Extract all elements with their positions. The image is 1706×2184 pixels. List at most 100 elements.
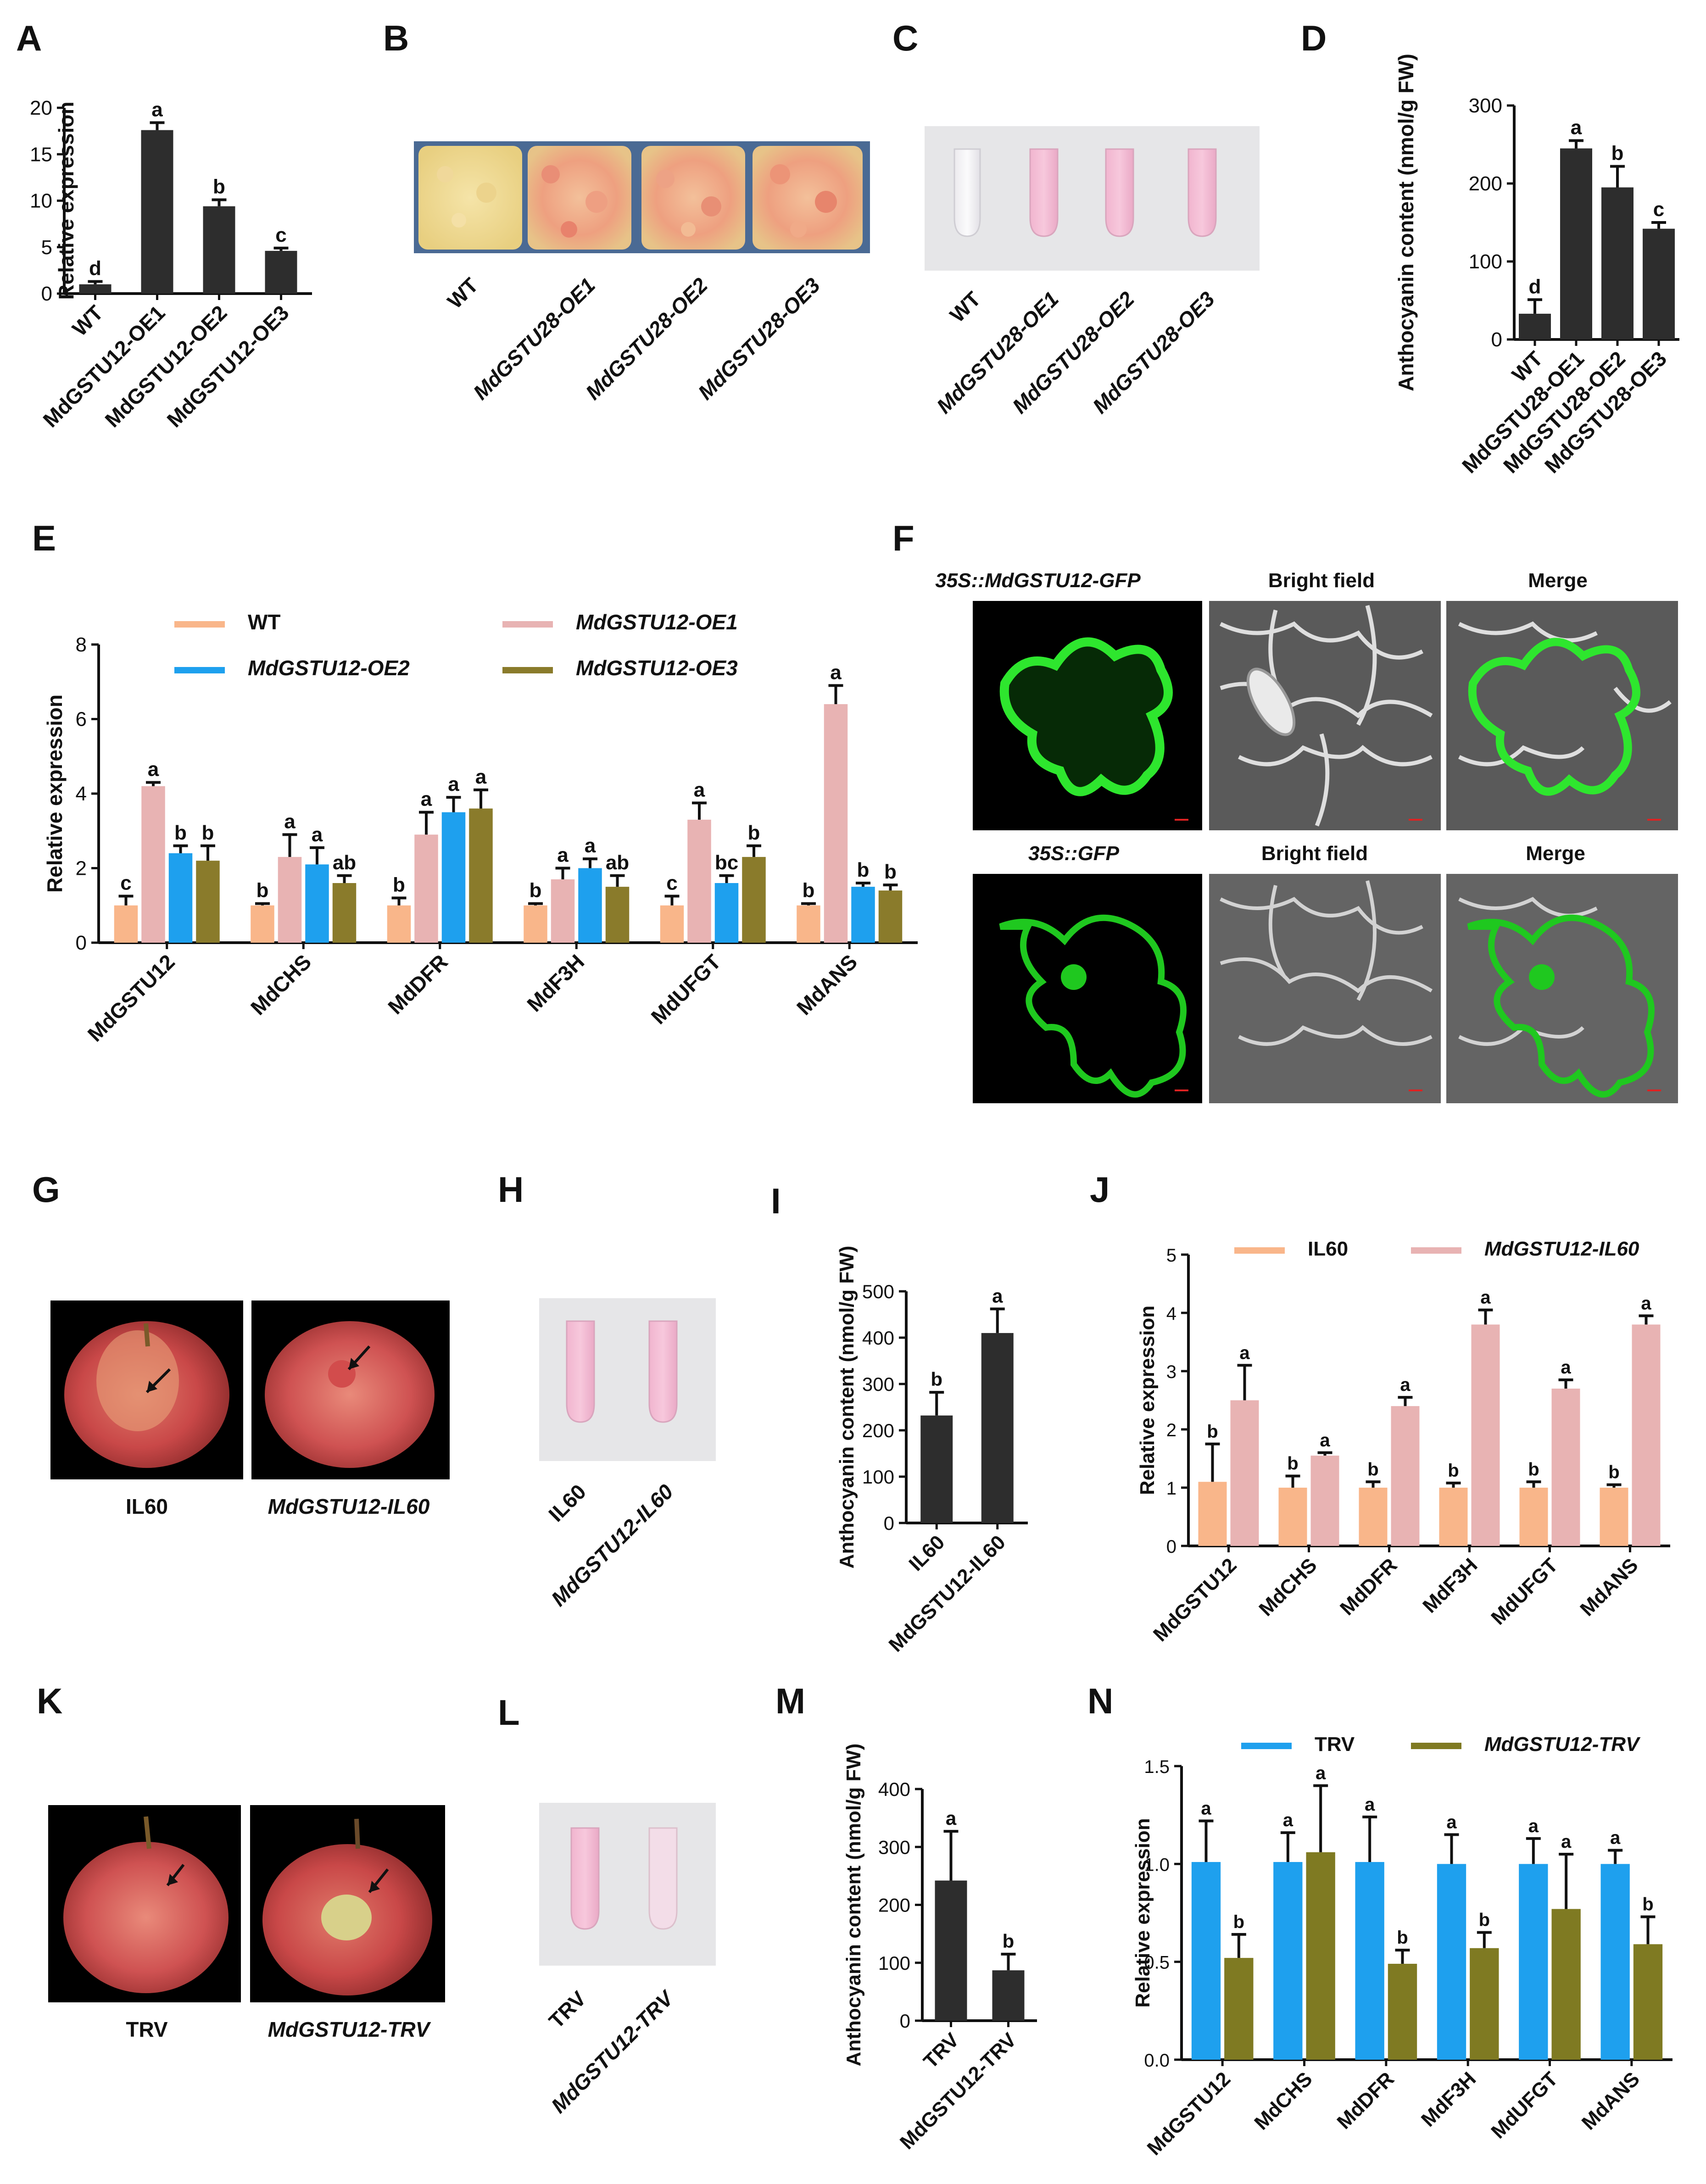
- panel-e-bar: [714, 883, 739, 943]
- panel-d-y-tick-label: 200: [1469, 172, 1502, 195]
- panel-j-y-tick-label: 5: [1166, 1245, 1176, 1266]
- panel-a-significance-letter: c: [275, 224, 286, 246]
- panel-n-significance-letter: a: [1316, 1763, 1326, 1784]
- panel-e-legend-label: MdGSTU12-OE3: [576, 656, 738, 680]
- panel-j-bar: [1519, 1488, 1548, 1546]
- panel-n-significance-letter: b: [1479, 1910, 1490, 1930]
- panel-m-chart: 0 100 200 300 400 Anthocyanin content (nmol/g…: [842, 1744, 1037, 2154]
- panel-e-bar: [524, 905, 547, 943]
- panel-m-y-tick-label: 300: [878, 1836, 910, 1858]
- panel-i-significance-letter: a: [992, 1285, 1003, 1306]
- panel-i-y-tick-label: 400: [862, 1327, 894, 1349]
- panel-n-bar: [1191, 1862, 1221, 2060]
- panel-n-bar: [1388, 1963, 1417, 2060]
- panel-m-y-tick-label: 200: [878, 1895, 910, 1916]
- panel-n-x-tick-label: MdANS: [1578, 2067, 1644, 2134]
- panel-k-label-mdgstu12-trv: MdGSTU12-TRV: [268, 2017, 431, 2041]
- panel-e-legend-label: MdGSTU12-OE1: [576, 610, 738, 634]
- panel-e-y-tick-label: 2: [76, 857, 87, 880]
- panel-e-legend-label: WT: [248, 610, 281, 634]
- panel-b-label-oe2: MdGSTU28-OE2: [581, 273, 712, 404]
- panel-e-legend-swatch: [502, 667, 553, 673]
- callus-oe2: [641, 146, 745, 250]
- panel-e-bar: [332, 883, 357, 943]
- panel-d-y-tick-label: 100: [1469, 250, 1502, 273]
- panel-j-bar: [1600, 1488, 1628, 1546]
- panel-e-legend-swatch: [174, 667, 225, 673]
- panel-e-significance-letter: c: [120, 872, 131, 894]
- tube-wt: [953, 148, 981, 237]
- panel-e-bar: [141, 786, 165, 943]
- panel-e-significance-letter: b: [803, 879, 815, 902]
- tube-oe2: [1105, 148, 1134, 237]
- panel-e-legend-swatch: [174, 621, 225, 628]
- panel-label-i: I: [771, 1181, 781, 1221]
- panel-j-significance-letter: a: [1561, 1357, 1571, 1378]
- panel-i-bar: [981, 1333, 1014, 1523]
- panel-i-y-axis-label: Anthocyanin content (nmol/g FW): [836, 1246, 858, 1569]
- panel-e-bar: [578, 868, 602, 943]
- panel-m-significance-letter: a: [946, 1807, 957, 1829]
- panel-n-significance-letter: a: [1610, 1828, 1621, 1848]
- panel-e-x-tick-label: MdANS: [792, 950, 862, 1019]
- panel-n-bar: [1519, 1864, 1548, 2060]
- panel-j-bar: [1359, 1488, 1388, 1546]
- panel-d-bar: [1601, 187, 1634, 339]
- panel-d-y-tick-label: 0: [1491, 328, 1502, 351]
- panel-f-row2-title-merge: Merge: [1526, 842, 1585, 865]
- panel-n-significance-letter: b: [1397, 1928, 1408, 1948]
- panel-e-x-tick-label: MdCHS: [246, 950, 316, 1019]
- panel-n-bar: [1224, 1958, 1254, 2060]
- callus-wt: [418, 146, 522, 250]
- panel-a-significance-letter: a: [151, 98, 163, 121]
- panel-a-x-tick-label: WT: [67, 300, 107, 340]
- panel-n-bar: [1633, 1944, 1663, 2060]
- panel-e-bar: [878, 890, 903, 943]
- panel-e-y-tick-label: 4: [76, 783, 87, 805]
- panel-j-significance-letter: a: [1320, 1430, 1330, 1450]
- panel-i-y-tick-label: 300: [862, 1373, 894, 1395]
- panel-n-bar: [1306, 1852, 1335, 2060]
- panel-e-bar: [168, 853, 193, 943]
- panel-m-significance-letter: b: [1003, 1930, 1015, 1952]
- panel-e-bar: [251, 905, 274, 943]
- panel-e-y-tick-label: 8: [76, 634, 87, 656]
- panel-a-bar: [265, 250, 297, 294]
- panel-n-significance-letter: a: [1446, 1812, 1457, 1832]
- panel-n-significance-letter: a: [1365, 1795, 1375, 1815]
- confocal-gfp-control: [973, 874, 1202, 1103]
- panel-i-x-tick-label: MdGSTU12-IL60: [885, 1531, 1010, 1656]
- panel-e-significance-letter: a: [830, 661, 842, 684]
- panel-label-d: D: [1301, 18, 1327, 58]
- panel-e-significance-letter: ab: [333, 851, 356, 874]
- panel-f-row1-title-gfp: 35S::MdGSTU12-GFP: [935, 569, 1141, 592]
- panel-j-bar: [1632, 1324, 1661, 1546]
- panel-e-significance-letter: b: [748, 822, 760, 844]
- panel-j-y-tick-label: 2: [1166, 1420, 1176, 1440]
- panel-i-y-tick-label: 0: [884, 1512, 894, 1534]
- panel-n-bar: [1355, 1862, 1384, 2060]
- panel-i-significance-letter: b: [931, 1368, 942, 1390]
- panel-a-significance-letter: b: [213, 175, 225, 198]
- panel-j-bar: [1471, 1324, 1500, 1546]
- panel-label-f: F: [892, 518, 914, 558]
- panel-e-significance-letter: b: [884, 861, 897, 883]
- panel-d-bar: [1560, 148, 1592, 339]
- panel-l-tube-photo: TRV MdGSTU12-TRV: [539, 1803, 716, 2117]
- panel-j-bar: [1391, 1406, 1420, 1546]
- panel-i-bar: [920, 1415, 953, 1523]
- panel-j-y-tick-label: 4: [1166, 1304, 1176, 1324]
- panel-g-label-mdgstu12-il60: MdGSTU12-IL60: [268, 1495, 430, 1518]
- tube-photo-background-h: [539, 1298, 716, 1461]
- panel-e-significance-letter: ab: [606, 851, 629, 874]
- panel-e-significance-letter: c: [666, 872, 677, 894]
- callus-oe3: [753, 146, 863, 250]
- panel-j-x-tick-label: MdCHS: [1254, 1554, 1321, 1620]
- panel-n-significance-letter: a: [1283, 1810, 1293, 1830]
- panel-n-x-tick-label: MdF3H: [1417, 2067, 1480, 2131]
- panel-n-legend-label: MdGSTU12-TRV: [1484, 1733, 1641, 1756]
- panel-j-legend-swatch: [1411, 1247, 1461, 1254]
- panel-e-y-tick-label: 0: [76, 932, 87, 954]
- panel-j-legend-label: MdGSTU12-IL60: [1484, 1238, 1639, 1260]
